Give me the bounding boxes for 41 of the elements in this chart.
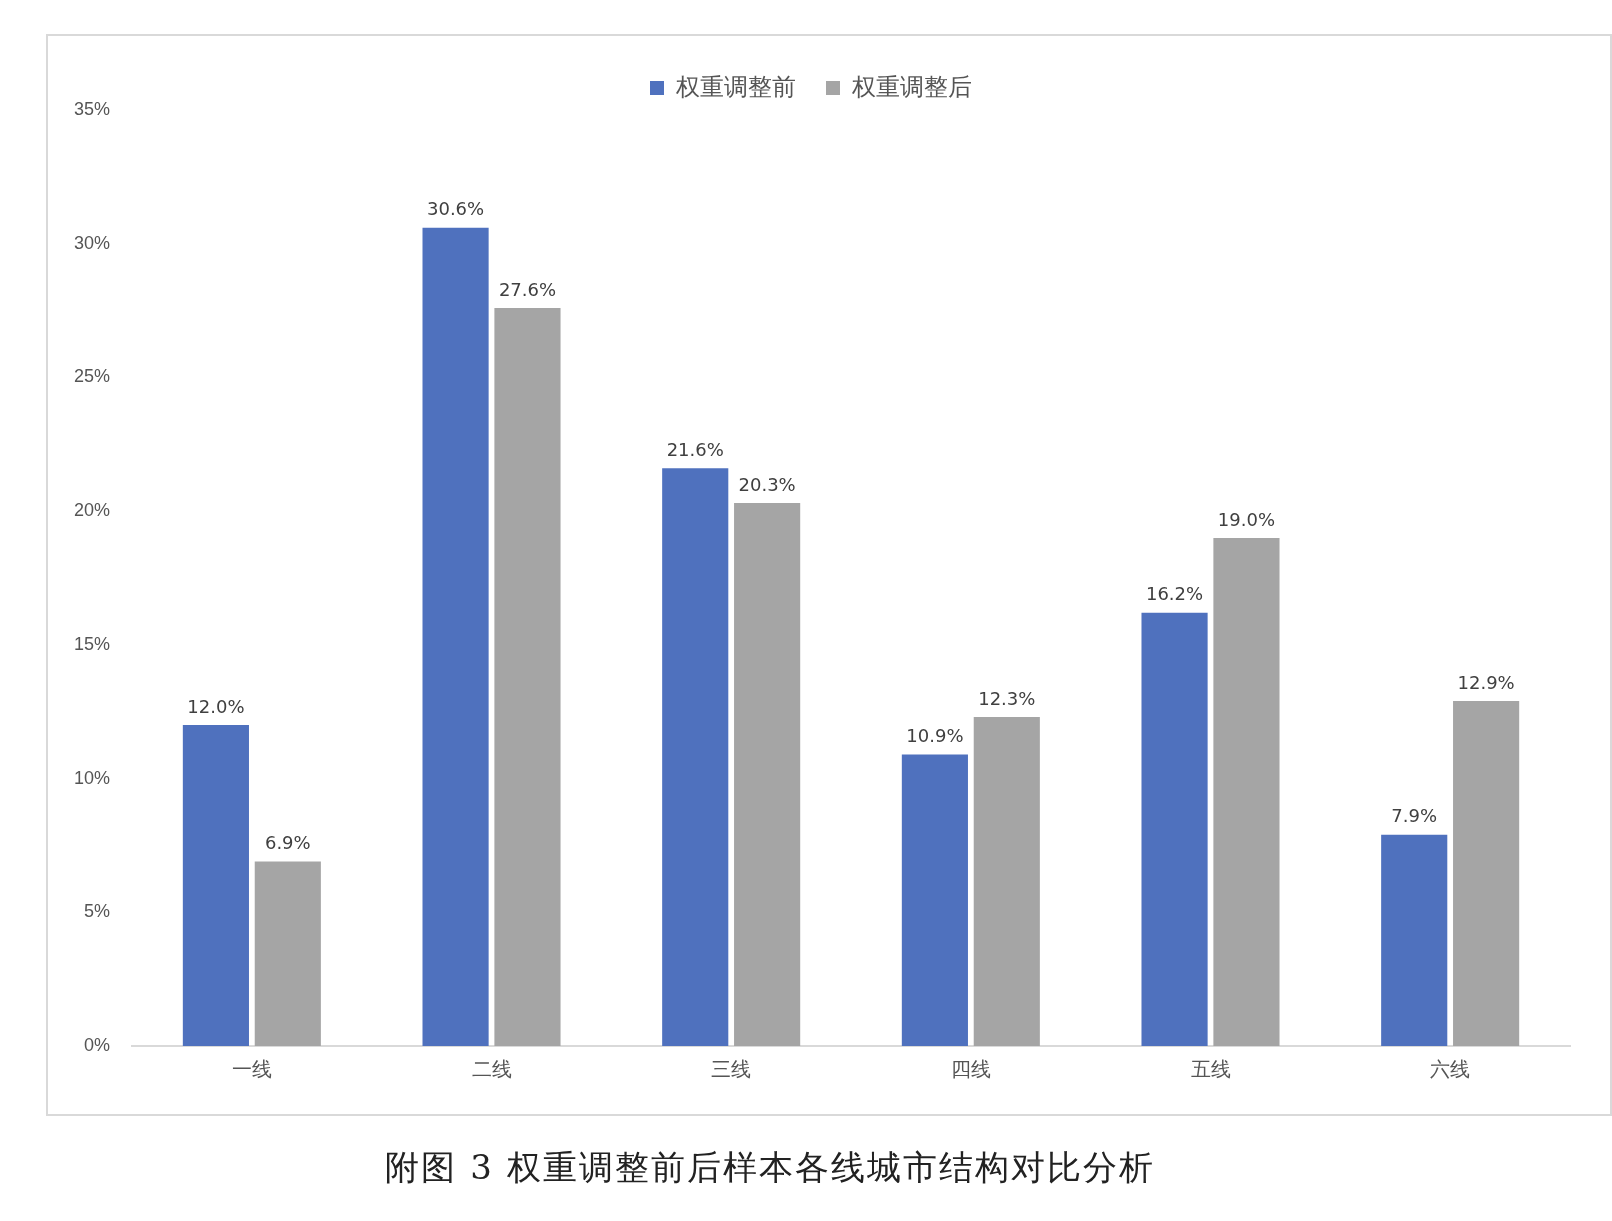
data-label: 7.9%: [1391, 805, 1438, 827]
text: 附图 3 权重调整前后样本各线城市结构对比分析: [384, 1146, 1156, 1189]
y-tick-label: 30%: [74, 232, 111, 253]
data-label: 19.0%: [1217, 508, 1276, 530]
bar: [422, 227, 489, 1046]
data-label: 10.9%: [906, 725, 964, 747]
bar: [494, 307, 561, 1046]
bar: [901, 754, 968, 1046]
x-tick-label: 一线: [231, 1057, 272, 1080]
x-tick-label: 六线: [1430, 1057, 1471, 1080]
bar: [182, 725, 249, 1046]
bar: [254, 861, 321, 1046]
data-label: 27.6%: [498, 278, 557, 300]
data-label: 12.0%: [187, 695, 245, 717]
bar: [1453, 701, 1520, 1046]
data-label: 21.6%: [666, 439, 724, 461]
x-tick-label: 四线: [950, 1057, 991, 1080]
y-tick-label: 5%: [84, 901, 111, 922]
data-label: 12.9%: [1457, 671, 1515, 693]
y-tick-label: 10%: [74, 767, 111, 788]
x-tick-label: 五线: [1190, 1057, 1231, 1080]
y-tick-label: 20%: [74, 500, 111, 521]
legend-label: 权重调整前: [675, 72, 796, 100]
data-label: 20.3%: [738, 473, 796, 495]
y-tick-label: 15%: [74, 633, 111, 654]
y-tick-label: 35%: [74, 98, 111, 119]
x-tick-label: 三线: [711, 1057, 752, 1080]
legend-label: 权重调整后: [851, 72, 972, 100]
bar: [973, 717, 1040, 1046]
y-tick-label: 25%: [74, 366, 111, 387]
data-label: 30.6%: [426, 198, 485, 220]
data-label: 12.3%: [978, 687, 1036, 709]
data-label: 6.9%: [264, 832, 311, 854]
y-tick-label: 0%: [84, 1034, 111, 1055]
x-tick-label: 二线: [471, 1057, 512, 1080]
data-label: 16.2%: [1145, 583, 1204, 605]
bar: [1141, 612, 1208, 1046]
bar: [1213, 537, 1280, 1046]
bar: [1381, 834, 1448, 1046]
bar: [662, 468, 729, 1046]
bar: [734, 503, 801, 1046]
